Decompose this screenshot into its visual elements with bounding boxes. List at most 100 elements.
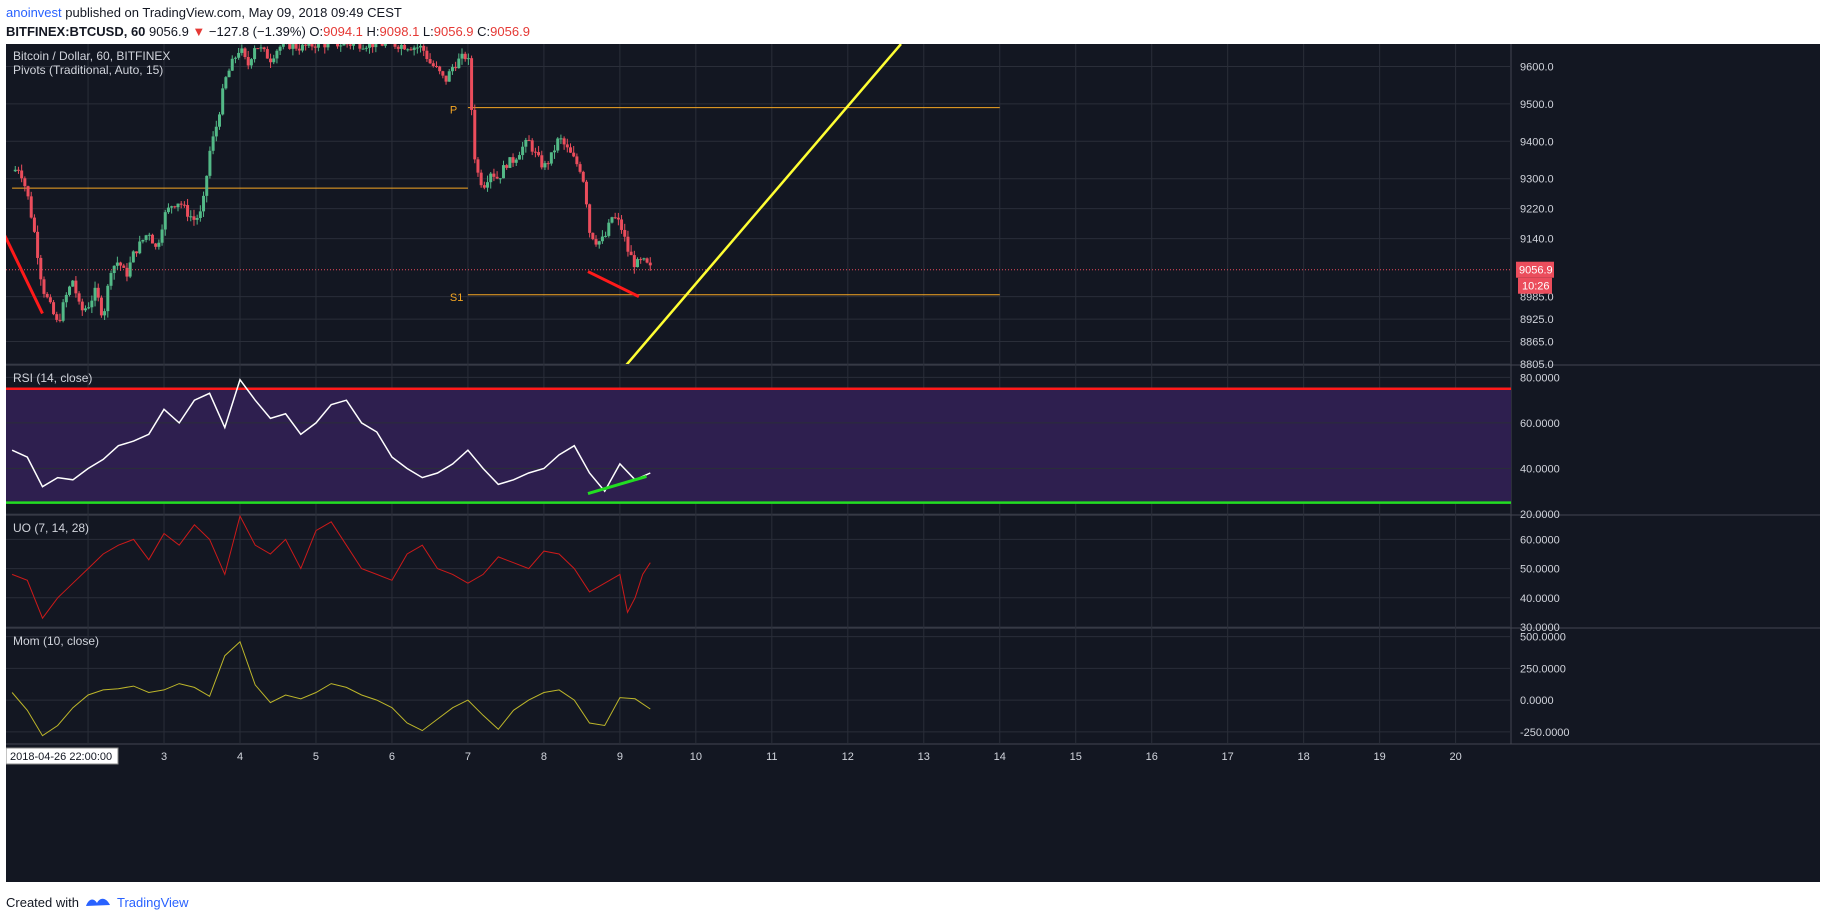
red-trendline [587,270,640,298]
x-tick-label: 11 [766,751,777,763]
pivot-label: S1 [450,292,463,304]
candle-body [419,45,423,48]
candle-body [498,178,502,180]
created-with-label: Created with [6,894,79,910]
candle-body [45,293,49,298]
price-tick-label: 9220.0 [1520,204,1554,216]
candle-body [517,155,521,160]
low-value: 9056.9 [433,24,474,39]
candle-body [125,267,129,277]
candle-body [253,48,257,60]
high-label: H: [366,24,380,39]
mom-tick-label: -250.0000 [1520,727,1570,739]
candle-body [447,71,451,82]
candle-body [434,66,438,68]
candle-body [549,152,553,164]
symbol-label: BITFINEX:BTCUSD, 60 [6,24,146,39]
uo-pane-title: UO (7, 14, 28) [13,521,89,535]
candle-body [243,48,247,58]
candle-body [584,181,588,205]
candle-body [326,44,330,48]
candle-body [26,186,30,197]
candle-body [313,46,317,48]
candle-body [160,229,164,243]
candle-body [610,217,614,223]
last-price: 9056.9 [149,24,189,39]
candle-body [189,216,193,218]
candle-body [371,44,375,48]
price-tick-label: 9400.0 [1520,136,1554,148]
candle-body [626,236,630,252]
candle-body [543,163,547,168]
chart-svg[interactable]: 2345678910111213141516171819202018-04-26… [6,44,1820,882]
countdown-box [1518,277,1552,294]
candle-body [217,114,221,127]
candle-body [632,255,636,268]
price-tick-label: 8865.0 [1520,337,1554,349]
chart-area[interactable]: 2345678910111213141516171819202018-04-26… [6,44,1820,882]
candle-body [246,57,250,66]
open-value: 9094.1 [323,24,363,39]
candle-body [141,239,145,242]
x-tick-label: 14 [994,751,1006,763]
author-link[interactable]: anoinvest [6,5,62,20]
candle-body [48,297,52,303]
candle-body [460,53,464,59]
mom-tick-label: 500.0000 [1520,632,1566,644]
rsi-pane-title: RSI (14, close) [13,371,92,385]
candle-body [163,212,167,230]
candle-body [90,300,94,308]
candle-body [444,75,448,82]
candle-body [259,47,263,49]
candle-body [642,258,646,260]
candle-body [524,139,528,147]
candle-body [361,48,365,50]
candle-body [568,147,572,153]
candle-body [291,44,295,49]
candle-body [64,294,68,303]
candle-body [591,232,595,240]
candle-body [438,66,442,72]
candle-body [307,44,311,46]
candle-body [505,165,509,168]
candle-body [409,49,413,51]
candle-body [240,48,244,53]
rsi-tick-label: 80.0000 [1520,372,1560,384]
open-label: O: [309,24,324,39]
candle-body [128,262,132,277]
x-tick-label: 7 [465,751,471,763]
candle-body [99,297,103,316]
candle-body [380,44,384,46]
candle-body [415,47,419,49]
uo-tick-label: 40.0000 [1520,593,1560,605]
candle-body [32,217,36,232]
candle-body [553,150,557,153]
candle-body [157,242,161,247]
uo-tick-label: 60.0000 [1520,534,1560,546]
pivots-indicator-label: Pivots (Traditional, Auto, 15) [13,63,163,77]
candle-body [294,44,298,49]
x-tick-label: 4 [237,751,243,763]
candle-body [600,236,604,242]
x-tick-label: 10 [690,751,702,763]
candle-body [636,259,640,268]
tradingview-logo-icon [85,898,110,906]
tradingview-brand-link[interactable]: TradingView [116,894,189,910]
candle-body [406,49,410,51]
candle-body [297,48,301,51]
candle-body [61,302,65,321]
candle-body [396,46,400,49]
candle-body [581,171,585,182]
candle-body [616,217,620,220]
candle-body [269,58,273,63]
candle-body [227,70,231,78]
candle-body [473,109,477,160]
candle-body [265,49,269,59]
candle-body [103,311,107,316]
candle-body [486,182,490,188]
candle-body [597,241,601,245]
candle-body [144,235,148,240]
candle-body [383,44,387,46]
x-tick-label: 6 [389,751,395,763]
candle-body [588,204,592,233]
